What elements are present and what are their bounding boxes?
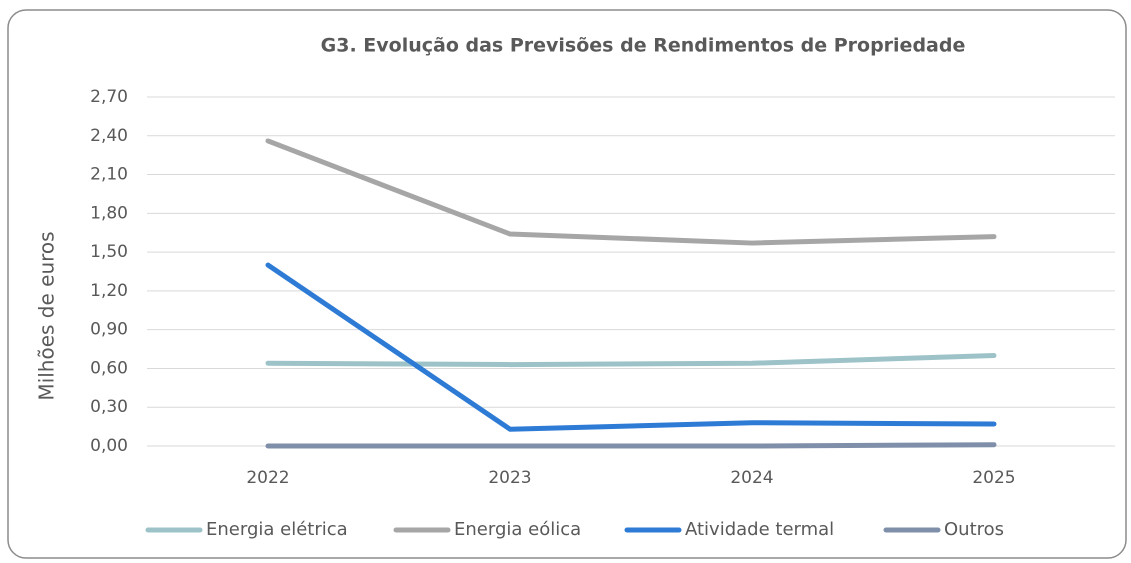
legend-label: Energia eólica [454, 519, 581, 540]
y-tick-label: 2,10 [90, 165, 128, 185]
y-tick-label: 1,50 [90, 242, 128, 262]
y-tick-label: 2,70 [90, 87, 128, 107]
y-tick-label: 2,40 [90, 126, 128, 146]
y-axis-title: Milhões de euros [35, 231, 59, 400]
x-tick-label: 2025 [972, 468, 1015, 488]
y-tick-label: 0,00 [90, 436, 128, 456]
y-tick-label: 0,30 [90, 397, 128, 417]
y-tick-label: 1,80 [90, 203, 128, 223]
x-tick-label: 2024 [730, 468, 773, 488]
chart-title: G3. Evolução das Previsões de Rendimento… [321, 35, 966, 57]
y-tick-label: 1,20 [90, 281, 128, 301]
x-tick-label: 2022 [246, 468, 289, 488]
y-tick-label: 0,60 [90, 358, 128, 378]
legend-label: Energia elétrica [206, 519, 348, 540]
legend-label: Atividade termal [685, 519, 834, 540]
x-tick-label: 2023 [488, 468, 531, 488]
series-line [265, 442, 997, 449]
legend-label: Outros [944, 519, 1004, 540]
y-tick-label: 0,90 [90, 320, 128, 340]
chart-border [7, 9, 1127, 559]
series-line [265, 262, 997, 432]
series-line [265, 353, 997, 368]
series-line [265, 138, 997, 246]
